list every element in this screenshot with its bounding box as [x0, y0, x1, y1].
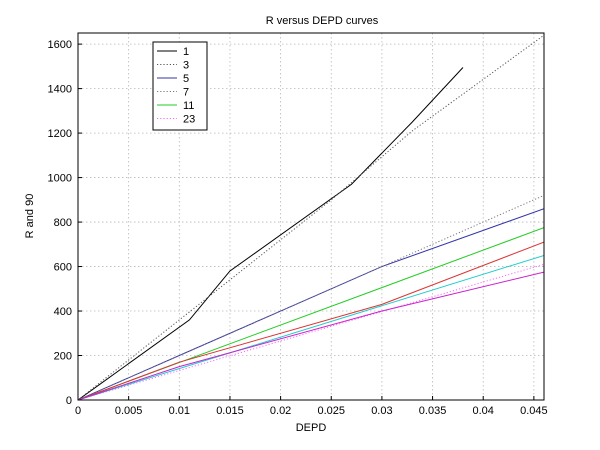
series-line-3 [78, 34, 544, 400]
legend: 1 35 711 23 [152, 41, 208, 131]
y-tick-label: 1400 [48, 84, 72, 96]
x-tick-label: 0.005 [115, 405, 143, 417]
chart-title: R versus DEPD curves [266, 15, 379, 27]
y-tick-label: 800 [54, 217, 72, 229]
y-tick-label: 1200 [48, 128, 72, 140]
x-tick-label: 0.02 [270, 405, 291, 417]
legend-label: 11 [183, 100, 194, 112]
plot-frame [77, 32, 545, 401]
legend-label: 3 [183, 60, 189, 72]
legend-label: 1 [183, 46, 189, 58]
x-tick-label: 0.03 [371, 405, 392, 417]
y-tick-label: 0 [66, 395, 72, 407]
legend-label: 7 [183, 87, 189, 99]
x-tick-label: 0 [75, 405, 81, 417]
series-line-1 [78, 67, 464, 400]
x-tick-label: 0.045 [520, 405, 548, 417]
x-axis-label: DEPD [296, 422, 327, 434]
legend-label: 5 [183, 73, 189, 85]
series-line-unlabeled-7 [78, 254, 544, 400]
y-tick-label: 1600 [48, 39, 72, 51]
y-tick-label: 1000 [48, 173, 72, 185]
series-layer [78, 34, 544, 400]
series-line-unlabeled-8 [78, 271, 544, 400]
series-line-23 [78, 263, 544, 400]
series-line-5 [78, 208, 544, 400]
legend-label: 23 [183, 114, 195, 126]
axis-ticks: 0 0.005 0.01 0.015 0.02 0.025 0.03 0.035 0.04 0.0… [48, 39, 548, 417]
y-tick-label: 200 [54, 351, 72, 363]
y-tick-label: 400 [54, 306, 72, 318]
legend-box [152, 41, 208, 131]
x-tick-label: 0.04 [473, 405, 494, 417]
grid [78, 33, 544, 400]
y-axis-label: R and 90 [24, 194, 36, 239]
series-line-unlabeled-6 [78, 241, 544, 400]
x-tick-label: 0.025 [317, 405, 345, 417]
x-tick-label: 0.015 [216, 405, 244, 417]
x-tick-label: 0.01 [169, 405, 190, 417]
x-tick-label: 0.035 [419, 405, 447, 417]
y-tick-label: 600 [54, 262, 72, 274]
